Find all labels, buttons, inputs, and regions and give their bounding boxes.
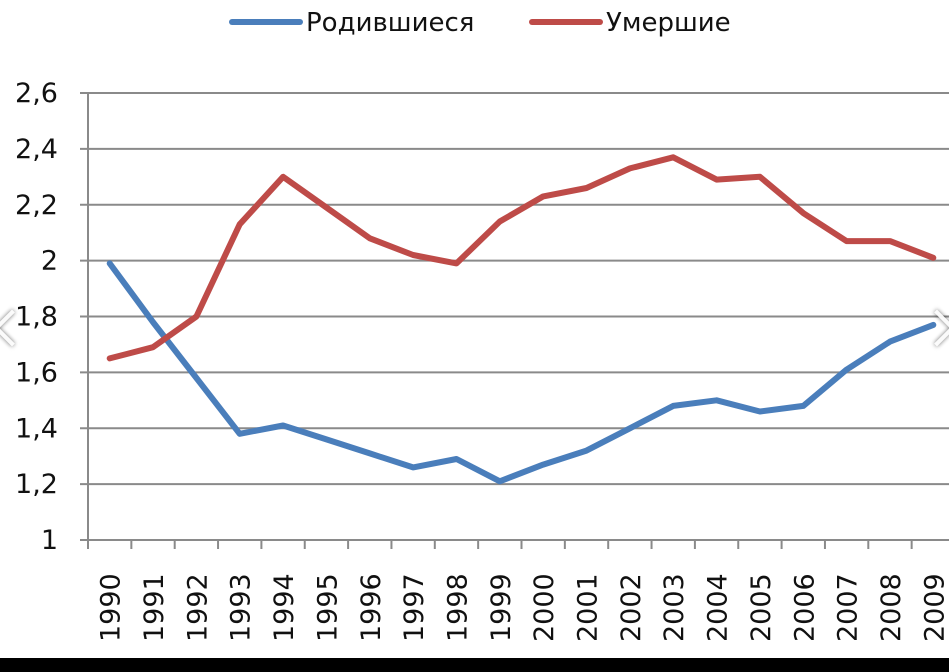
data-point [455, 458, 457, 460]
y-tick-label: 2,2 [15, 190, 58, 221]
data-point [455, 262, 457, 264]
data-point [499, 480, 501, 482]
series-line-1 [106, 260, 937, 485]
y-tick-label: 2,4 [15, 134, 58, 165]
data-point [542, 464, 544, 466]
series-line-2 [106, 154, 937, 362]
y-tick-label: 2,6 [15, 78, 58, 109]
data-point [716, 179, 718, 181]
data-point [759, 410, 761, 412]
data-point [846, 240, 848, 242]
data-point [629, 167, 631, 169]
data-point [802, 212, 804, 214]
data-point [586, 450, 588, 452]
x-tick-label: 1990 [96, 573, 127, 642]
data-point [672, 156, 674, 158]
x-tick-label: 2008 [876, 573, 907, 642]
x-tick-label: 2001 [573, 573, 604, 642]
data-point [629, 427, 631, 429]
data-point [369, 452, 371, 454]
x-tick-label: 2004 [703, 573, 734, 642]
data-point [282, 176, 284, 178]
data-point [759, 176, 761, 178]
data-point [802, 405, 804, 407]
data-point [152, 321, 154, 323]
data-point [586, 187, 588, 189]
x-tick-label: 2005 [746, 573, 777, 642]
x-tick-label: 1991 [139, 573, 170, 642]
data-point [542, 195, 544, 197]
x-tick-label: 1993 [226, 573, 257, 642]
data-point [499, 221, 501, 223]
x-tick-label: 2007 [833, 573, 864, 642]
data-point [109, 262, 111, 264]
data-point [889, 341, 891, 343]
y-tick-label: 1,4 [15, 413, 58, 444]
chart-image: 1 1,2 1,4 1,6 1,8 2 2,2 2,4 2,6 1990 1991 1992 1993 1… [0, 0, 949, 658]
data-point [932, 257, 934, 259]
data-point [109, 357, 111, 359]
x-tick-label: 2003 [659, 573, 690, 642]
x-tick-label: 2006 [789, 573, 820, 642]
data-point [889, 240, 891, 242]
x-tick-label: 1999 [486, 573, 517, 642]
x-tick-label: 1992 [182, 573, 213, 642]
data-point [672, 405, 674, 407]
previous-image-button[interactable] [0, 296, 31, 360]
legend-label: Родившиеся [306, 8, 474, 38]
x-tick-label: 2009 [919, 573, 949, 642]
x-tick-label: 1996 [356, 573, 387, 642]
x-tick-label: 2002 [616, 573, 647, 642]
data-point [195, 316, 197, 317]
y-tick-label: 1,6 [15, 357, 58, 388]
y-tick-label: 1 [41, 525, 58, 556]
data-point [846, 369, 848, 371]
data-point [716, 399, 718, 401]
data-point [239, 223, 241, 225]
data-point [932, 324, 934, 326]
x-tick-label: 2000 [529, 573, 560, 642]
data-point [412, 466, 414, 468]
data-point [239, 433, 241, 435]
x-tick-label: 1994 [269, 573, 300, 642]
data-point [325, 207, 327, 209]
y-tick-label: 2 [41, 246, 58, 277]
y-tick-label: 1,2 [15, 469, 58, 500]
data-point [325, 438, 327, 440]
y-tick-label: 1,8 [15, 302, 58, 333]
line-chart: 1 1,2 1,4 1,6 1,8 2 2,2 2,4 2,6 1990 1991 1992 1993 1… [15, 8, 949, 642]
data-point [369, 237, 371, 239]
x-tick-label: 1998 [442, 573, 473, 642]
data-point [282, 424, 284, 426]
data-point [152, 346, 154, 348]
data-point [195, 377, 197, 379]
next-image-button[interactable] [918, 296, 949, 360]
data-point [412, 254, 414, 256]
legend-label: Умершие [606, 8, 731, 38]
bottom-bar [0, 658, 949, 672]
x-tick-label: 1995 [312, 573, 343, 642]
x-tick-label: 1997 [399, 573, 430, 642]
